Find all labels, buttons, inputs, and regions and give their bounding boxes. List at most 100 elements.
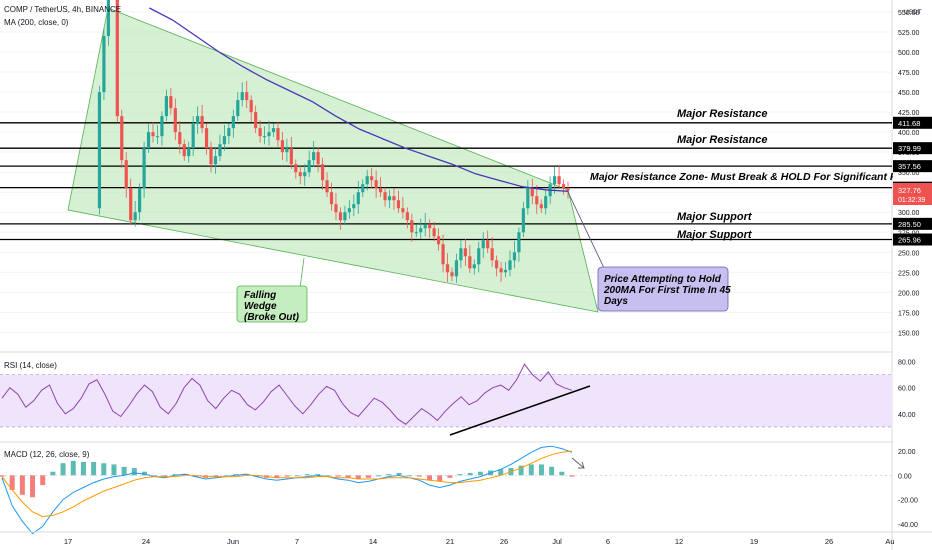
macd-hist-bar xyxy=(457,474,463,476)
candle-body xyxy=(499,268,503,273)
candle-body xyxy=(521,208,525,233)
ma-callout-box xyxy=(597,266,729,312)
candle-body xyxy=(187,148,191,157)
ma-callout-line3: Days xyxy=(604,296,628,307)
candle-body xyxy=(267,132,271,137)
time-tick-label: Jun xyxy=(227,537,239,546)
candle-body xyxy=(285,148,289,153)
candle-body xyxy=(209,148,213,165)
level-price-tag xyxy=(893,160,932,173)
candle-body xyxy=(463,248,467,257)
candle-body xyxy=(280,140,285,153)
macd-tick-label: 20.00 xyxy=(898,449,916,456)
macd-hist-bar xyxy=(528,464,534,476)
candle-body xyxy=(468,256,472,269)
rsi-band xyxy=(0,374,892,427)
candle-body xyxy=(374,180,378,189)
candle-body xyxy=(97,92,102,209)
macd-hist-bar xyxy=(355,475,361,479)
candle-body xyxy=(325,180,329,193)
candle-body xyxy=(173,108,177,133)
price-tick-label: 350.00 xyxy=(898,170,920,177)
ma-callout-pointer xyxy=(567,191,605,269)
macd-hist-bar xyxy=(192,475,198,477)
macd-hist-bar xyxy=(131,468,137,476)
candles xyxy=(97,0,570,283)
candle-body xyxy=(178,132,182,145)
candle-body xyxy=(169,96,173,109)
candle-body xyxy=(298,172,302,177)
candle-body xyxy=(343,212,347,221)
macd-hist-bar xyxy=(162,475,168,477)
time-tick-label: Jul xyxy=(552,537,562,546)
macd-hist-bar xyxy=(233,474,239,476)
candle-body xyxy=(196,116,200,125)
wedge-label-line1: Falling xyxy=(244,290,276,301)
wedge-label-line3: (Broke Out) xyxy=(244,312,300,323)
macd-hist-bar xyxy=(70,460,76,476)
level-price-label: 285.50 xyxy=(898,220,921,229)
candle-body xyxy=(334,204,338,213)
price-tick-label: 525.00 xyxy=(898,30,920,37)
candle-body xyxy=(289,148,293,165)
candle-body xyxy=(423,224,427,229)
ma-callout-line2: 200MA For First Time In 45 xyxy=(603,285,731,296)
candle-body xyxy=(276,128,280,141)
price-tick-label: 475.00 xyxy=(898,70,920,77)
candle-body xyxy=(236,100,240,117)
time-tick-label: 24 xyxy=(142,537,150,546)
macd-hist-bar xyxy=(60,463,66,476)
candle-body xyxy=(338,212,343,221)
macd-hist-bar xyxy=(467,472,473,476)
time-tick-label: 17 xyxy=(64,537,72,546)
time-tick-label: 12 xyxy=(675,537,683,546)
macd-hist-bar xyxy=(416,475,422,477)
candle-body xyxy=(329,192,334,205)
candle-body xyxy=(254,112,258,129)
macd-hist-bar xyxy=(0,475,5,477)
candle-body xyxy=(410,220,414,233)
wedge-label-line2: Wedge xyxy=(244,301,277,312)
macd-hist-bar xyxy=(345,475,351,478)
price-tick-label: 425.00 xyxy=(898,110,920,117)
rsi-tick-label: 80.00 xyxy=(898,360,916,367)
candle-body xyxy=(445,264,450,273)
level-price-tag xyxy=(893,142,932,155)
candle-body xyxy=(356,192,360,205)
candle-body xyxy=(392,196,396,201)
macd-hist-bar xyxy=(213,475,219,477)
annotation-major-resistance-1: Major Resistance xyxy=(677,108,767,120)
candle-body xyxy=(436,236,441,245)
candle-body xyxy=(401,208,405,213)
candle-body xyxy=(102,36,106,93)
level-price-label: 379.99 xyxy=(898,144,921,153)
ma200-line xyxy=(149,7,569,193)
macd-hist-bar xyxy=(538,464,544,476)
candle-body xyxy=(347,208,351,213)
candle-body xyxy=(249,100,253,113)
candle-body xyxy=(370,176,374,181)
symbol-legend: COMP / TetherUS, 4h, BINANCE xyxy=(4,5,121,14)
candle-body xyxy=(428,224,432,229)
macd-legend: MACD (12, 26, close, 9) xyxy=(4,450,90,459)
candle-body xyxy=(151,132,155,137)
candle-body xyxy=(517,232,521,253)
candle-body xyxy=(200,116,204,129)
candle-body xyxy=(512,252,517,261)
time-tick-label: Au xyxy=(885,537,894,546)
candle-body xyxy=(271,128,276,133)
candle-body xyxy=(245,92,249,101)
level-price-tag xyxy=(893,217,932,230)
price-tick-label: 250.00 xyxy=(898,250,920,257)
price-tick-label: 225.00 xyxy=(898,270,920,277)
time-tick-label: 14 xyxy=(369,537,377,546)
macd-hist-bar xyxy=(19,475,25,495)
macd-hist-bar xyxy=(142,471,147,476)
candle-body xyxy=(561,184,566,189)
level-price-label: 357.56 xyxy=(898,162,921,171)
candle-body xyxy=(115,0,119,117)
annotation-major-support-1: Major Support xyxy=(677,211,753,223)
macd-hist-bar xyxy=(549,466,555,476)
candle-body xyxy=(138,188,142,213)
candle-body xyxy=(320,164,325,181)
